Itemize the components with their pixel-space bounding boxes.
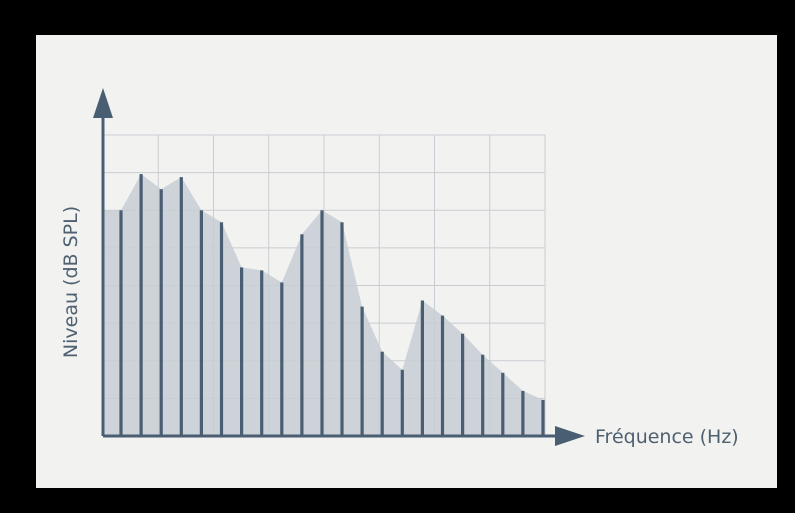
bar — [340, 222, 344, 436]
bar — [199, 210, 203, 437]
bar — [119, 210, 123, 437]
bar — [541, 399, 545, 436]
bar — [461, 333, 465, 436]
bar — [240, 267, 244, 436]
bar — [179, 177, 183, 436]
bar — [300, 234, 304, 436]
bars — [119, 174, 545, 437]
bar — [521, 390, 525, 436]
bar — [320, 210, 324, 437]
bar — [260, 270, 264, 436]
y-axis-arrow-icon — [93, 88, 113, 118]
bar — [280, 282, 284, 436]
y-axis-label: Niveau (dB SPL) — [60, 206, 82, 358]
x-axis-arrow-icon — [555, 426, 585, 446]
bar — [360, 306, 364, 436]
bar — [420, 300, 424, 436]
bar — [159, 189, 163, 436]
bar — [219, 222, 224, 436]
bar — [400, 369, 404, 436]
bar — [481, 354, 485, 436]
bar — [440, 315, 445, 436]
x-axis-label: Fréquence (Hz) — [595, 426, 739, 448]
bar — [501, 372, 505, 436]
bar — [380, 351, 384, 436]
bar — [139, 174, 143, 436]
